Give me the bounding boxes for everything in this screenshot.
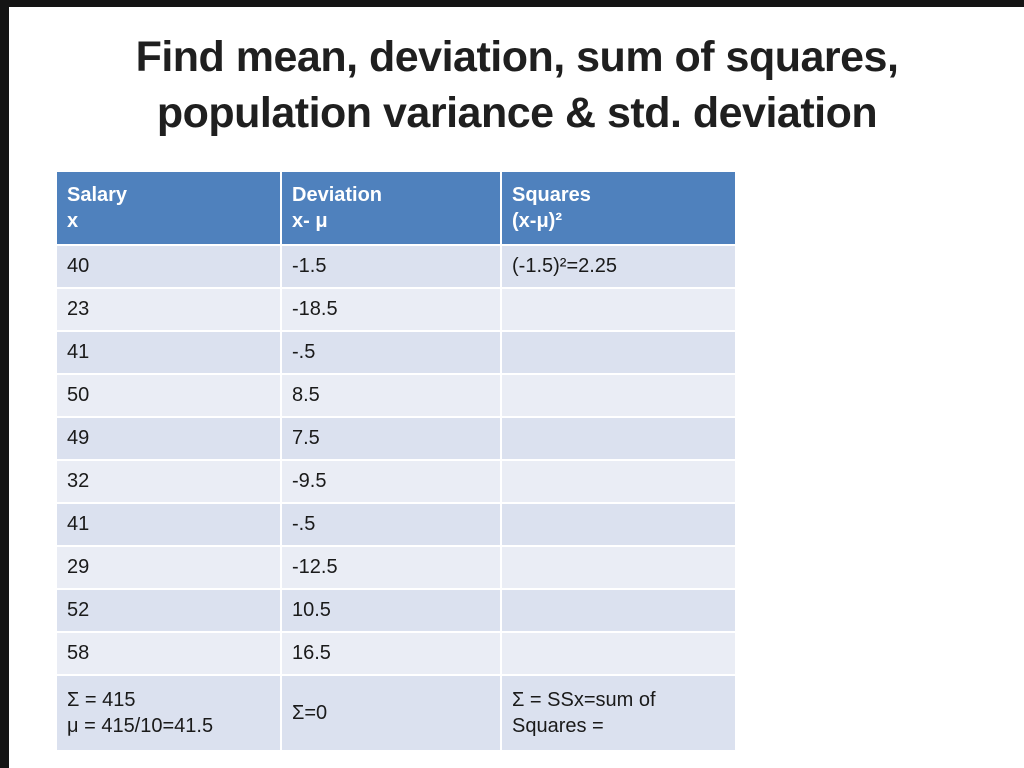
salary-cell: 29 (55, 545, 282, 590)
header-deviation: Deviation x- μ (280, 170, 502, 246)
table-header-row: Salary x Deviation x- μ Squares (x-μ)² (55, 170, 737, 246)
totals-deviation-cell: Σ=0 (280, 674, 502, 752)
salary-cell: 41 (55, 330, 282, 375)
squares-cell (500, 588, 737, 633)
deviation-cell: 10.5 (280, 588, 502, 633)
squares-cell (500, 545, 737, 590)
deviation-cell: -.5 (280, 330, 502, 375)
totals-salary-cell: Σ = 415 μ = 415/10=41.5 (55, 674, 282, 752)
salary-cell: 23 (55, 287, 282, 332)
deviation-cell: 8.5 (280, 373, 502, 418)
table-row: 41 -.5 (55, 330, 737, 375)
table-row: 40 -1.5 (-1.5)²=2.25 (55, 244, 737, 289)
squares-cell (500, 631, 737, 676)
totals-squares-cell: Σ = SSx=sum of Squares = (500, 674, 737, 752)
statistics-table: Salary x Deviation x- μ Squares (x-μ)² 4… (55, 170, 737, 752)
deviation-cell: -12.5 (280, 545, 502, 590)
squares-cell: (-1.5)²=2.25 (500, 244, 737, 289)
header-squares: Squares (x-μ)² (500, 170, 737, 246)
squares-cell (500, 416, 737, 461)
deviation-cell: 7.5 (280, 416, 502, 461)
squares-cell (500, 287, 737, 332)
salary-cell: 50 (55, 373, 282, 418)
salary-cell: 58 (55, 631, 282, 676)
deviation-cell: 16.5 (280, 631, 502, 676)
table-row: 23 -18.5 (55, 287, 737, 332)
table-row: 41 -.5 (55, 502, 737, 547)
table-row: 50 8.5 (55, 373, 737, 418)
table-row: 32 -9.5 (55, 459, 737, 504)
salary-cell: 40 (55, 244, 282, 289)
salary-cell: 32 (55, 459, 282, 504)
table-row: 29 -12.5 (55, 545, 737, 590)
deviation-cell: -9.5 (280, 459, 502, 504)
table-totals-row: Σ = 415 μ = 415/10=41.5 Σ=0 Σ = SSx=sum … (55, 674, 737, 752)
salary-cell: 49 (55, 416, 282, 461)
slide-left-edge (0, 0, 9, 768)
header-salary: Salary x (55, 170, 282, 246)
squares-cell (500, 502, 737, 547)
table-row: 58 16.5 (55, 631, 737, 676)
slide-title-line1: Find mean, deviation, sum of squares, (135, 33, 899, 81)
slide-title: Find mean, deviation, sum of squares, po… (30, 30, 1004, 142)
deviation-cell: -1.5 (280, 244, 502, 289)
squares-cell (500, 330, 737, 375)
slide-top-edge (0, 0, 1024, 7)
table-row: 49 7.5 (55, 416, 737, 461)
squares-cell (500, 459, 737, 504)
deviation-cell: -.5 (280, 502, 502, 547)
table-row: 52 10.5 (55, 588, 737, 633)
squares-cell (500, 373, 737, 418)
slide-title-line2: population variance & std. deviation (156, 88, 878, 137)
salary-cell: 41 (55, 502, 282, 547)
deviation-cell: -18.5 (280, 287, 502, 332)
salary-cell: 52 (55, 588, 282, 633)
